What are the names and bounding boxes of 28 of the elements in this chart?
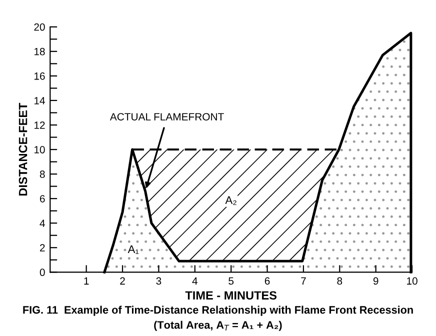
x-tick-label: 5: [228, 277, 234, 285]
y-tick-label: 2: [40, 244, 45, 252]
y-tick-label: 10: [34, 146, 45, 154]
y-tick-label: 6: [40, 195, 45, 202]
y-tick-label: 18: [34, 48, 45, 56]
y-tick-label: 16: [34, 72, 45, 80]
y-tick-label: 12: [34, 121, 45, 129]
x-tick-label: 9: [373, 277, 378, 285]
y-tick-label: 14: [34, 97, 45, 104]
annotation: A₂: [225, 196, 236, 205]
y-tick-label: 20: [34, 23, 45, 31]
annotation: A₁: [128, 245, 139, 254]
x-tick-label: 3: [156, 277, 162, 285]
x-axis-title: TIME - MINUTES: [185, 291, 277, 300]
x-tick-label: 2: [120, 277, 125, 285]
y-axis-title: DISTANCE-FEET: [18, 102, 28, 196]
text: FIG. 11 Example of Time-Distance Relationship with Flame Front Recession: [23, 306, 413, 316]
x-tick-label: 1: [84, 277, 89, 285]
y-tick-label: 8: [40, 170, 45, 178]
x-tick-label: 6: [264, 277, 270, 285]
text: (Total Area, A$_{T}$ = A₁ + A₂): [154, 320, 282, 331]
y-tick-label: 0: [40, 268, 45, 276]
x-tick-label: 7: [301, 277, 306, 285]
x-tick-label: 8: [337, 277, 342, 285]
annotation: ACTUAL FLAMEFRONT: [110, 113, 224, 120]
x-tick-label: 10: [407, 277, 418, 285]
y-tick-label: 4: [40, 220, 45, 227]
x-tick-label: 4: [192, 277, 198, 285]
